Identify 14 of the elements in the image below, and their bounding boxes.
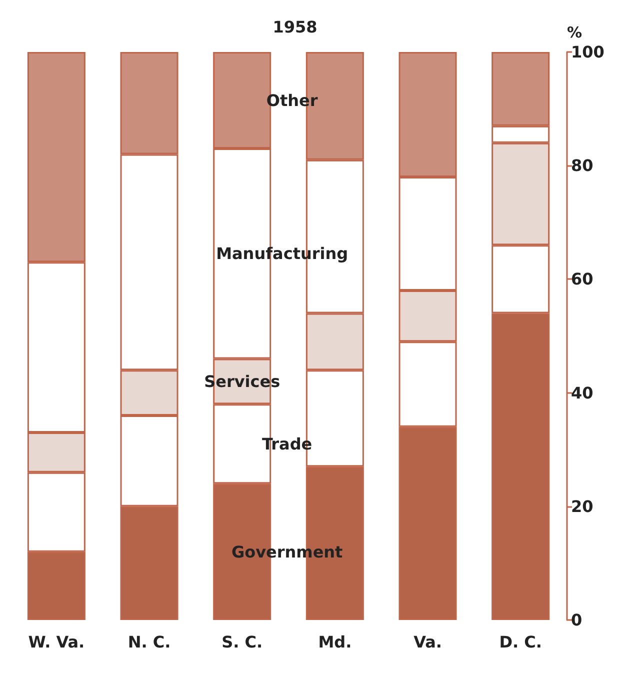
y-tick-label: 20 <box>571 496 594 516</box>
x-tick-label: D. C. <box>499 632 542 652</box>
x-tick-label: N. C. <box>128 632 171 652</box>
x-tick-label: S. C. <box>222 632 263 652</box>
y-tick-label: 0 <box>571 610 582 630</box>
y-tick-label: 100 <box>571 42 604 62</box>
y-tick-label: 80 <box>571 156 594 176</box>
x-tick-label: Md. <box>318 632 352 652</box>
x-tick-label: W. Va. <box>28 632 85 652</box>
y-tick-label: 40 <box>571 383 594 402</box>
y-tick-label: 60 <box>571 270 594 289</box>
x-tick-label: Va. <box>414 632 442 652</box>
y-axis-title: % <box>567 24 582 42</box>
chart-title: 1958 <box>272 18 318 36</box>
